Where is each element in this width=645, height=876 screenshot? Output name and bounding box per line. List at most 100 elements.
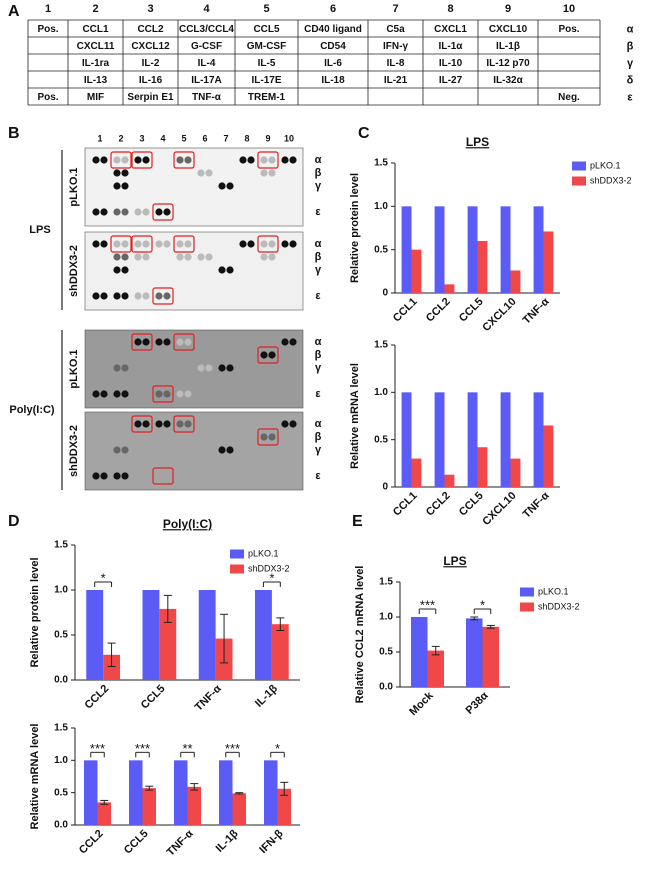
chart-title: LPS [443,554,466,568]
bar [159,608,177,680]
column-number: 10 [563,3,575,15]
blot-spot [155,390,163,398]
blot-spot [226,266,234,274]
x-tick-label: IL-1β [214,827,241,854]
treatment-label: LPS [29,224,50,236]
x-tick-label: TNF-α [193,683,224,714]
blot-spot [289,156,297,164]
panel-label: B [8,125,20,142]
highlight-box [257,151,279,169]
blot-spot [142,420,150,428]
blot-spot [121,472,129,480]
row-label: γ [627,57,634,69]
blot-spot [289,240,297,248]
blot-spot [247,240,255,248]
blot-spot [197,169,205,177]
table-cell: TREM-1 [248,92,286,103]
x-tick-label: CCL2 [77,828,106,857]
treatment-label: Poly(I:C) [9,404,55,416]
table-cell: IL-4 [198,58,216,69]
table-cell: IL-13 [84,75,108,86]
blot-row-label: β [315,349,322,361]
bar [264,760,278,825]
bar [142,590,160,680]
bar [142,788,156,825]
blot-spot [113,253,121,261]
table-cell: IL-6 [324,58,342,69]
highlight-box [110,235,132,253]
blot-spot [218,446,226,454]
table-cell: G-CSF [191,41,222,52]
bar [97,802,111,825]
table-cell: C5a [386,24,405,35]
bar [411,617,428,687]
blot-spot [134,420,142,428]
x-tick-label: CCL2 [424,296,453,325]
table-cell: IL-1ra [82,58,110,69]
y-tick-label: 1.5 [379,577,393,588]
blot-spot [100,472,108,480]
legend-swatch [572,176,586,186]
cell-label: shDDX3-2 [68,245,80,297]
chart-title: LPS [466,135,489,149]
highlight-box [131,333,153,351]
table-cell: IL-27 [439,75,463,86]
bar [401,392,412,487]
bar [187,786,201,825]
blot-spot [92,472,100,480]
y-tick-label: 0 [382,482,388,493]
blot-column: 2 [118,133,123,143]
table-cell: CCL5 [253,24,280,35]
table-cell: IL-5 [258,58,276,69]
blot-spot [100,390,108,398]
table-cell: IL-17E [251,75,281,86]
table-cell: CXCL10 [489,24,528,35]
blot-spot [92,208,100,216]
blot-row-label: α [315,154,322,166]
bar [543,425,554,487]
x-tick-label: CCL1 [391,490,420,519]
legend-swatch [572,161,586,171]
bar [411,249,422,293]
y-axis-label: Relative protein level [29,557,41,667]
blot-spot [163,240,171,248]
blot-spot [113,446,121,454]
blot-spot [260,156,268,164]
column-number: 5 [263,3,269,15]
blot-spot [113,292,121,300]
blot-row-label: β [315,167,322,179]
blot-spot [113,390,121,398]
blot-spot [239,156,247,164]
legend-swatch [520,587,534,597]
bar [198,590,216,680]
bar [467,206,478,293]
column-number: 3 [147,3,153,15]
y-tick-label: 1.5 [54,540,68,551]
bar [401,206,412,293]
blot-spot [142,240,150,248]
highlight-box [257,428,279,446]
y-tick-label: 0.5 [54,787,68,798]
highlight-box [152,287,174,305]
blot-spot [163,420,171,428]
blot-spot [218,266,226,274]
blot-spot [134,292,142,300]
blot-row-label: β [315,251,322,263]
y-tick-label: 1.0 [379,612,393,623]
x-tick-label: CCL2 [82,683,111,712]
table-cell: IL-2 [142,58,160,69]
highlight-box [257,235,279,253]
blot-column: 10 [284,133,294,143]
blot-spot [268,351,276,359]
blot-spot [92,390,100,398]
blot-spot [268,156,276,164]
bar [510,458,521,487]
blot-row-label: ε [315,470,321,482]
table-cell: MIF [87,92,104,103]
bar [129,760,143,825]
bar [174,760,188,825]
blot-spot [268,253,276,261]
table-cell: IL-12 p70 [486,58,530,69]
blot-spot [260,433,268,441]
chart-title: Poly(I:C) [163,517,212,531]
